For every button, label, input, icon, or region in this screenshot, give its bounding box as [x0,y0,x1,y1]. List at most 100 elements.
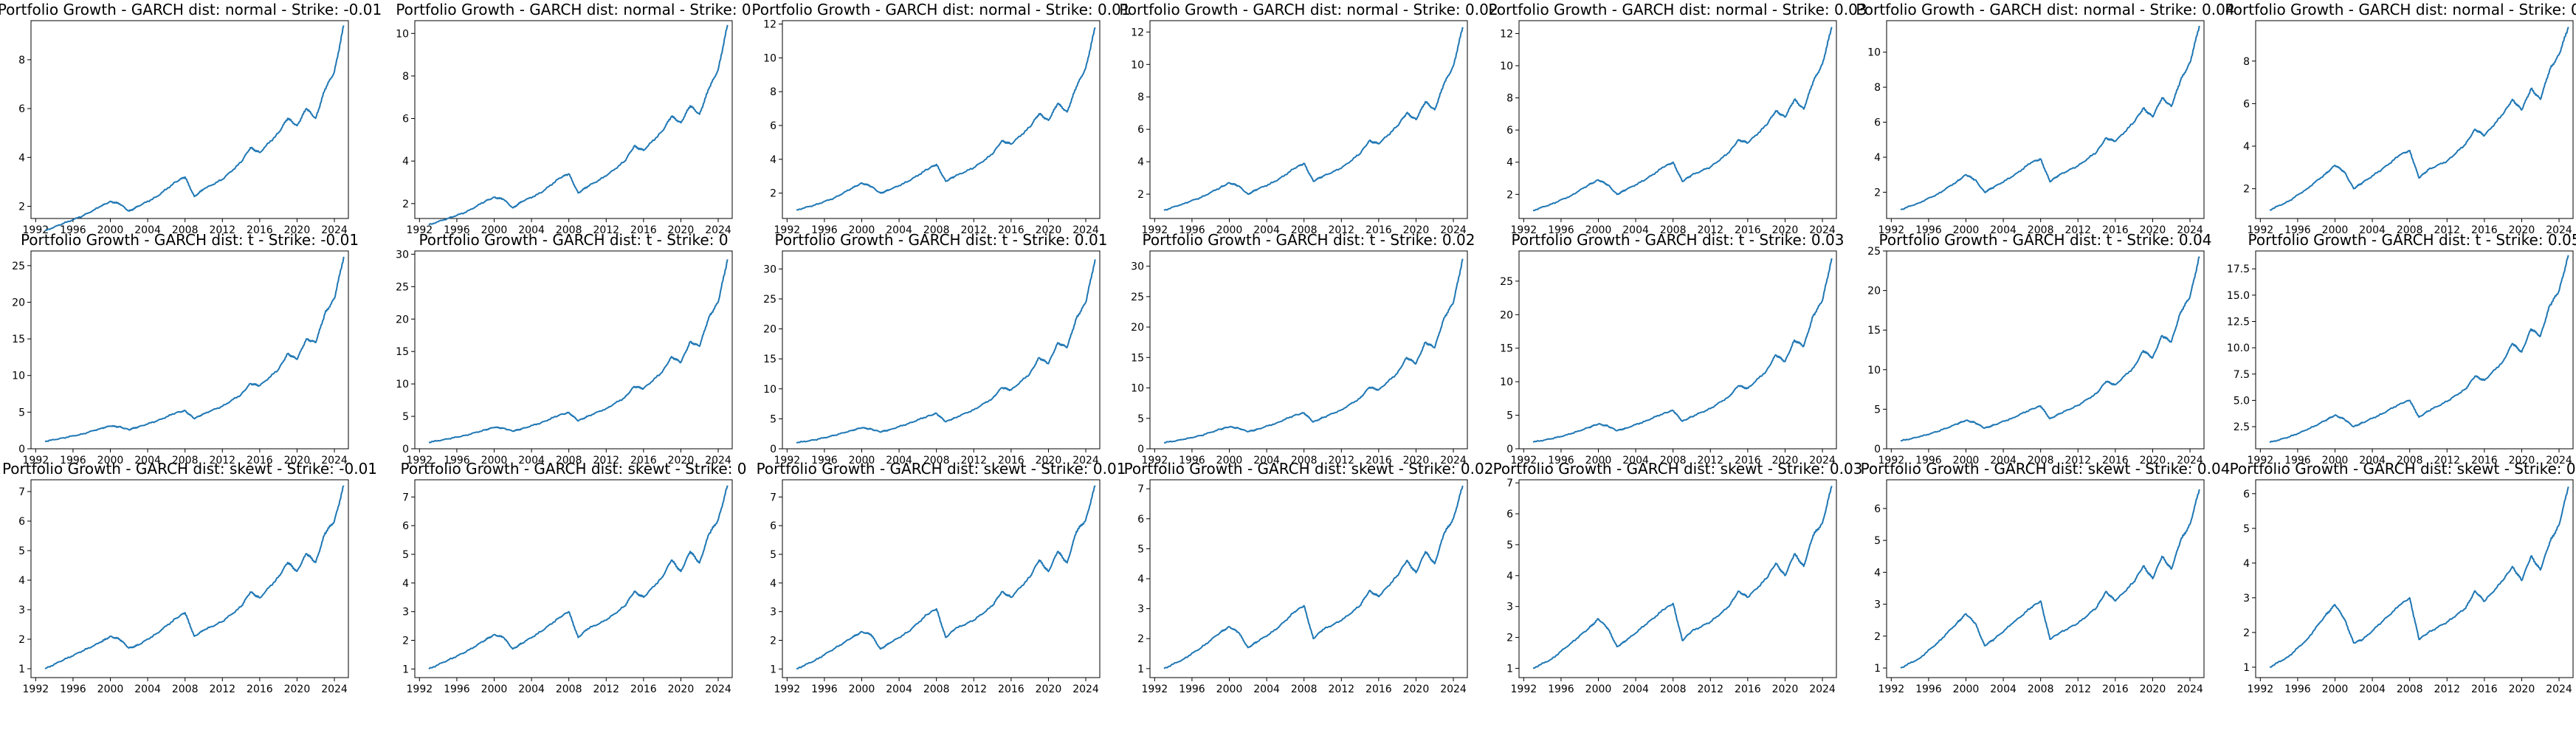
x-tick-label: 2016 [1366,683,1392,695]
x-tick-label: 2004 [2359,683,2386,695]
subplot-1: Portfolio Growth - GARCH dist: normal - … [396,1,751,236]
y-tick-label: 6 [770,120,776,132]
subplot-title: Portfolio Growth - GARCH dist: skewt - S… [757,460,1126,478]
subplot-16: Portfolio Growth - GARCH dist: skewt - S… [757,460,1126,695]
axes-frame [1518,250,1837,450]
subplot-4: Portfolio Growth - GARCH dist: normal - … [1488,1,1867,236]
x-tick-label: 2008 [923,683,950,695]
series-line [796,259,1096,444]
x-tick-label: 2000 [97,224,124,236]
y-tick-label: 8 [1506,93,1513,105]
x-tick-label: 2016 [2102,455,2129,466]
y-tick-label: 2 [1874,187,1881,199]
x-tick-label: 2024 [2177,683,2203,695]
x-tick-label: 1992 [1142,455,1168,466]
x-tick-label: 2020 [2140,455,2166,466]
x-tick-label: 1996 [60,224,86,236]
x-tick-label: 2000 [2322,224,2349,236]
x-tick-label: 2020 [1772,224,1799,236]
subplot-5: Portfolio Growth - GARCH dist: normal - … [1856,1,2234,236]
x-tick-label: 2016 [630,455,657,466]
x-tick-label: 2020 [1036,224,1062,236]
y-tick-label: 12.5 [2227,317,2250,328]
x-tick-label: 2004 [1990,224,2017,236]
x-tick-label: 2008 [2028,683,2054,695]
x-tick-label: 2016 [998,224,1024,236]
y-tick-label: 5 [1506,410,1513,422]
x-tick-label: 2004 [1990,683,2017,695]
y-tick-label: 4 [1137,156,1144,168]
x-tick-label: 2000 [97,455,124,466]
subplot-15: Portfolio Growth - GARCH dist: skewt - S… [400,460,746,695]
subplot-11: Portfolio Growth - GARCH dist: t - Strik… [1500,231,1844,466]
x-tick-label: 2000 [2322,455,2349,466]
x-tick-label: 2008 [923,224,950,236]
subplot-title: Portfolio Growth - GARCH dist: t - Strik… [1512,231,1845,249]
x-tick-label: 1992 [23,455,49,466]
subplot-title: Portfolio Growth - GARCH dist: normal - … [751,1,1130,18]
y-tick-label: 0 [1506,444,1513,455]
subplot-title: Portfolio Growth - GARCH dist: normal - … [1119,1,1498,18]
x-tick-label: 2024 [2177,455,2203,466]
x-tick-label: 2004 [1990,455,2017,466]
y-tick-label: 30 [1131,261,1144,273]
x-tick-label: 2024 [2546,224,2572,236]
x-tick-label: 2020 [284,455,311,466]
series-line [1900,256,2200,442]
y-tick-label: 20 [1867,286,1881,297]
series-line [1900,489,2200,669]
subplot-18: Portfolio Growth - GARCH dist: skewt - S… [1493,460,1863,695]
x-tick-label: 2000 [849,683,875,695]
subplot-2: Portfolio Growth - GARCH dist: normal - … [751,1,1130,236]
x-tick-label: 2000 [481,224,508,236]
y-tick-label: 15.0 [2227,290,2250,302]
x-tick-label: 1996 [1179,455,1205,466]
x-tick-label: 2016 [998,683,1024,695]
y-tick-label: 30 [396,249,409,261]
x-tick-label: 1992 [2248,224,2274,236]
x-tick-label: 2004 [1622,224,1649,236]
x-tick-label: 2024 [1072,683,1099,695]
x-tick-label: 2000 [1216,455,1243,466]
x-tick-label: 2016 [630,224,657,236]
y-tick-label: 5 [18,407,25,419]
x-tick-label: 2000 [1953,224,1980,236]
x-tick-label: 2012 [209,224,235,236]
x-tick-label: 1996 [811,455,838,466]
x-tick-label: 2012 [1697,455,1723,466]
y-tick-label: 2 [18,634,25,646]
y-tick-label: 0 [402,444,409,455]
axes-frame [2255,479,2574,678]
subplot-9: Portfolio Growth - GARCH dist: t - Strik… [763,231,1107,466]
subplot-8: Portfolio Growth - GARCH dist: t - Strik… [396,231,733,466]
subplot-title: Portfolio Growth - GARCH dist: t - Strik… [21,231,359,249]
subplot-title: Portfolio Growth - GARCH dist: t - Strik… [1879,231,2212,249]
axes-frame [2255,250,2574,450]
y-tick-label: 30 [763,264,776,275]
y-tick-label: 2 [18,201,25,213]
x-tick-label: 1992 [1142,224,1168,236]
subplot-title: Portfolio Growth - GARCH dist: skewt - S… [2230,460,2576,478]
x-tick-label: 2012 [2064,224,2091,236]
axes-frame [1886,250,2205,450]
axes-frame [1886,479,2205,678]
y-tick-label: 8 [1874,82,1881,94]
y-tick-label: 2 [1506,633,1513,644]
y-tick-label: 25 [1867,246,1881,258]
x-tick-label: 2012 [2064,683,2091,695]
x-tick-label: 2000 [481,683,508,695]
y-tick-label: 8 [18,55,25,66]
x-tick-label: 1992 [407,224,433,236]
x-tick-label: 1996 [1179,683,1205,695]
y-tick-label: 4 [770,154,776,166]
y-tick-label: 8 [1137,92,1144,103]
y-tick-label: 7 [402,492,409,503]
x-tick-label: 2024 [1072,455,1099,466]
x-tick-label: 2012 [593,683,619,695]
axes-frame [30,250,349,450]
y-tick-label: 15 [763,354,776,365]
y-tick-label: 6 [770,520,776,532]
x-tick-label: 2024 [2546,683,2572,695]
y-tick-label: 20 [12,297,25,309]
y-tick-label: 1 [1137,664,1144,675]
